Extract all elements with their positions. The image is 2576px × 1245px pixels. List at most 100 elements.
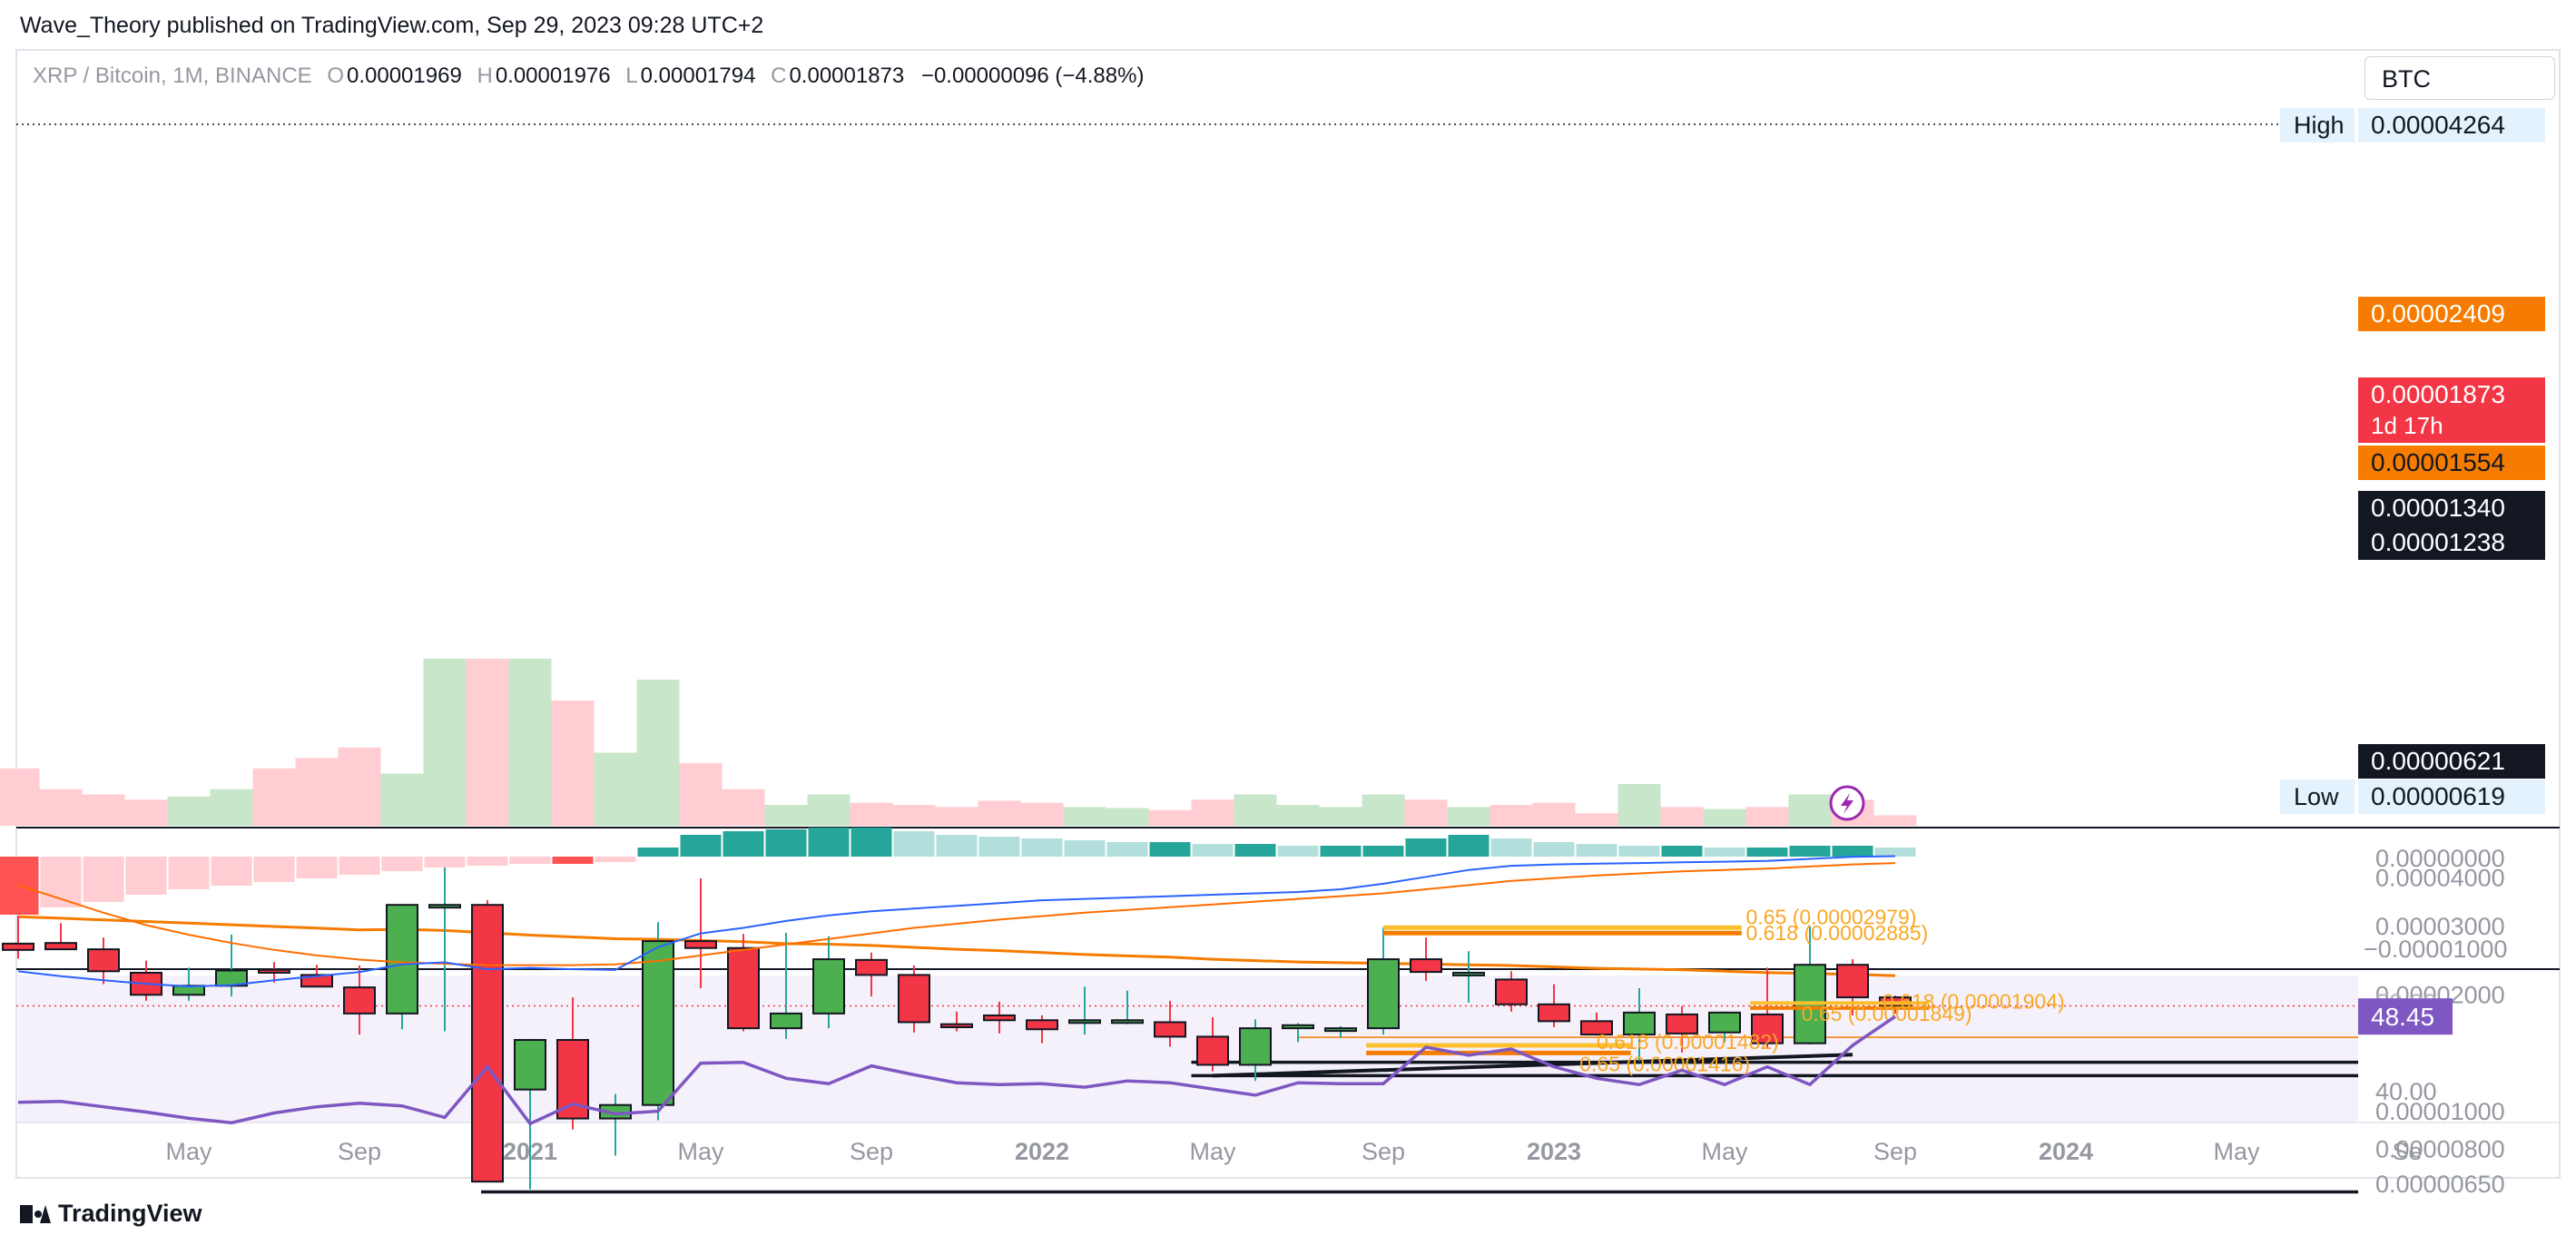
currency-button[interactable]: BTC	[2365, 56, 2555, 100]
candle-body	[428, 904, 461, 909]
candle-body	[898, 974, 930, 1024]
macd-histogram-bar	[381, 857, 423, 871]
candle-body	[1111, 1019, 1144, 1024]
candle-body	[343, 986, 376, 1015]
volume-bar	[167, 796, 211, 826]
volume-bar	[1788, 794, 1832, 826]
volume-bar	[679, 763, 723, 826]
volume-bar	[978, 800, 1021, 826]
macd-histogram-bar	[850, 828, 892, 857]
ema-line	[17, 915, 1896, 977]
volume-bar	[1106, 808, 1149, 826]
volume-bar	[124, 799, 168, 826]
candle-body	[1538, 1003, 1570, 1023]
time-tick-label: Sep	[850, 1138, 893, 1165]
volume-bar	[252, 768, 296, 826]
open-key: O	[327, 64, 344, 88]
price-label-value: 0.00002409	[2371, 299, 2505, 328]
candle-body	[1068, 1019, 1101, 1024]
tradingview-logo[interactable]: TradingView	[20, 1200, 202, 1228]
ema-layer	[17, 915, 1896, 977]
macd-histogram-bar	[1021, 838, 1063, 857]
macd-histogram-bar	[1533, 842, 1575, 857]
trendline	[1212, 1053, 1853, 1078]
macd-histogram-bar	[1320, 846, 1362, 857]
candle-body	[1495, 978, 1528, 1005]
candle-body	[812, 958, 845, 1015]
candle-body	[1154, 1021, 1186, 1038]
macd-histogram-bar	[125, 857, 167, 895]
time-axis: May Sep 2021 May Sep 2022 May Sep 2023 May Sep 2024…	[165, 1138, 2422, 1165]
candle-body	[1580, 1020, 1613, 1036]
macd-histogram-bar	[1277, 846, 1319, 857]
open-value: 0.00001969	[347, 64, 462, 88]
macd-histogram-bar	[680, 835, 722, 857]
brand-name: TradingView	[58, 1200, 202, 1227]
chart-frame	[15, 49, 2561, 1179]
volume-bar	[1447, 807, 1490, 826]
rsi-value-label: 48.45	[2371, 1003, 2434, 1031]
fib-label: 0.618 (0.00001482)	[1597, 1030, 1779, 1054]
close-value: 0.00001873	[789, 64, 905, 88]
macd-histogram-bar	[1874, 848, 1916, 857]
time-tick-label: May	[677, 1138, 724, 1165]
high-key: H	[477, 64, 493, 88]
price-label-value: 0.00001873	[2371, 380, 2505, 408]
candles-layer	[2, 867, 1912, 1190]
candle-body	[1452, 971, 1485, 976]
volume-bar	[1745, 807, 1789, 826]
price-label-value: 0.00001238	[2371, 528, 2505, 556]
volume-bar	[1617, 784, 1661, 826]
macd-tick-label: −0.00001000	[2364, 936, 2507, 963]
rsi-layer	[17, 1015, 1896, 1126]
macd-histogram-bar	[1192, 844, 1234, 857]
close-key: C	[771, 64, 787, 88]
price-tick-label: 0.00000650	[2375, 1171, 2505, 1198]
price-label-value: 0.00001554	[2371, 448, 2505, 476]
price-axis: 0.000040000.000030000.000020000.00001000…	[2358, 845, 2507, 1198]
time-tick-label: 2021	[503, 1138, 557, 1165]
price-label-value: 0.00001340	[2371, 494, 2505, 522]
macd-line	[17, 855, 1896, 988]
volume-bar	[39, 789, 83, 826]
candle-body	[1324, 1027, 1357, 1033]
flash-icon[interactable]	[1829, 785, 1865, 821]
volume-bar	[1532, 802, 1576, 826]
candle-body	[983, 1014, 1016, 1022]
macd-histogram-bar	[1234, 844, 1276, 857]
time-tick-label: Sep	[338, 1138, 381, 1165]
volume-bar	[1063, 807, 1106, 826]
volume-bar	[1020, 802, 1064, 826]
price-label-bg	[2358, 525, 2545, 560]
volume-bar	[380, 773, 424, 826]
price-label-tag-bg	[2280, 779, 2355, 814]
macd-histogram-bar	[595, 857, 636, 862]
macd-histogram-bar	[467, 857, 508, 866]
volume-bar	[338, 747, 381, 826]
macd-histogram-bar	[1149, 842, 1191, 857]
candle-body	[1708, 1011, 1741, 1034]
price-label-value: 0.00000621	[2371, 747, 2505, 775]
candle-body	[87, 948, 120, 973]
symbol-label[interactable]: XRP / Bitcoin, 1M, BINANCE	[33, 64, 312, 88]
volume-layer	[0, 659, 1917, 826]
time-tick-label: May	[1189, 1138, 1236, 1165]
macd-histogram-bar	[339, 857, 380, 875]
candle-body	[1751, 1013, 1784, 1044]
time-tick-label: 2022	[1015, 1138, 1069, 1165]
volume-bar	[210, 789, 253, 826]
price-tick-label: 0.00003000	[2375, 913, 2505, 940]
macd-tick-label: 0.00000000	[2375, 845, 2505, 872]
volume-bar	[807, 794, 850, 826]
price-tick-label: 0.00004000	[2375, 865, 2505, 892]
macd-histogram-bar	[1832, 846, 1873, 857]
time-tick-label: May	[1701, 1138, 1748, 1165]
volume-bar	[423, 659, 467, 826]
price-labels[interactable]: High 0.00004264 0.00002409 0.00001873 1d 17h…	[2280, 108, 2545, 814]
volume-bar	[466, 659, 509, 826]
macd-histogram-bar	[1106, 842, 1148, 857]
macd-histogram-bar	[1746, 848, 1788, 857]
macd-histogram-bar	[936, 835, 978, 857]
candle-body	[642, 940, 674, 1106]
price-label-bg	[2358, 744, 2545, 779]
